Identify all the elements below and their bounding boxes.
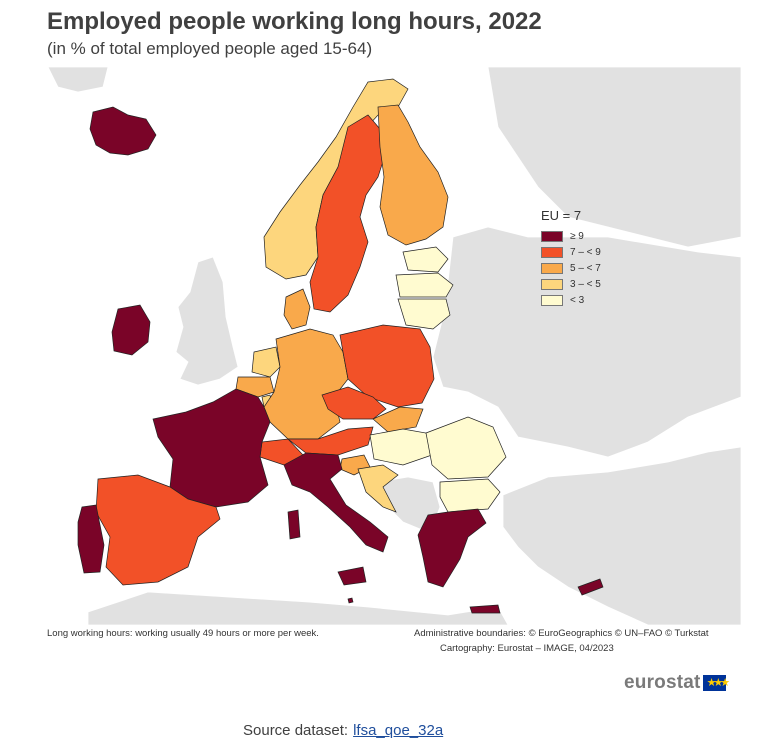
eu-stars: ★★★ bbox=[706, 677, 731, 689]
cartography-credit: Cartography: Eurostat – IMAGE, 04/2023 bbox=[440, 643, 614, 654]
greenland-svalbard bbox=[48, 67, 109, 93]
estonia bbox=[402, 246, 449, 273]
belgium bbox=[235, 376, 275, 398]
eurostat-wordmark: eurostat bbox=[624, 672, 701, 693]
czechia bbox=[321, 386, 387, 420]
lithuania bbox=[397, 298, 451, 330]
crete bbox=[469, 604, 501, 614]
legend-swatch bbox=[541, 246, 563, 258]
legend-item: 5 – < 7 bbox=[541, 260, 601, 276]
malta bbox=[347, 597, 354, 604]
legend-title: EU = 7 bbox=[541, 208, 582, 223]
sicily bbox=[337, 566, 367, 586]
ireland bbox=[111, 304, 151, 356]
legend-item: 7 – < 9 bbox=[541, 244, 601, 260]
france bbox=[152, 388, 271, 508]
legend-item: < 3 bbox=[541, 292, 601, 308]
sweden bbox=[309, 114, 387, 313]
hungary bbox=[369, 428, 433, 466]
map-subtitle: (in % of total employed people aged 15-6… bbox=[47, 39, 373, 58]
legend-label: 7 – < 9 bbox=[570, 246, 601, 258]
legend-swatch bbox=[541, 262, 563, 274]
source-prefix: Source dataset: bbox=[243, 722, 349, 739]
uk bbox=[175, 256, 239, 386]
source-dataset-link[interactable]: lfsa_qoe_32a bbox=[353, 722, 444, 739]
turkey-east bbox=[502, 446, 741, 625]
legend-label: < 3 bbox=[570, 294, 585, 306]
europe-map-svg bbox=[48, 67, 741, 625]
cyprus bbox=[577, 578, 604, 596]
croatia bbox=[357, 464, 399, 513]
finland bbox=[377, 104, 449, 246]
north-africa bbox=[87, 591, 509, 625]
legend-label: ≥ 9 bbox=[570, 230, 584, 242]
bulgaria bbox=[439, 478, 501, 513]
belarus-ukraine-russia bbox=[432, 226, 741, 458]
legend-swatch bbox=[541, 278, 563, 290]
legend-item: 3 – < 5 bbox=[541, 276, 601, 292]
legend-item: ≥ 9 bbox=[541, 228, 601, 244]
definition-note: Long working hours: working usually 49 h… bbox=[47, 628, 319, 639]
portugal bbox=[77, 504, 105, 574]
europe-map bbox=[48, 67, 741, 625]
boundaries-credit: Administrative boundaries: © EuroGeograp… bbox=[414, 628, 709, 639]
legend-swatch bbox=[541, 230, 563, 242]
denmark bbox=[283, 288, 311, 330]
legend: EU = 7 ≥ 9 7 – < 9 5 – < 7 3 – < 5 < 3 bbox=[541, 208, 601, 308]
greece bbox=[417, 508, 487, 588]
legend-label: 5 – < 7 bbox=[570, 262, 601, 274]
source-line: Source dataset: lfsa_qoe_32a bbox=[243, 722, 443, 739]
eu-flag-icon: ★★★ bbox=[702, 675, 731, 691]
iceland bbox=[89, 106, 157, 156]
map-title: Employed people working long hours, 2022 bbox=[47, 8, 542, 35]
netherlands bbox=[251, 346, 281, 378]
legend-swatch bbox=[541, 294, 563, 306]
italy bbox=[283, 452, 389, 553]
latvia bbox=[395, 272, 454, 298]
poland bbox=[339, 324, 435, 408]
germany bbox=[263, 328, 349, 440]
eurostat-logo: eurostat ★★★ bbox=[624, 672, 731, 694]
romania bbox=[425, 416, 507, 480]
spain bbox=[95, 474, 221, 586]
sardinia bbox=[287, 509, 301, 540]
slovakia bbox=[372, 406, 424, 433]
russia-north bbox=[487, 67, 741, 248]
legend-label: 3 – < 5 bbox=[570, 278, 601, 290]
